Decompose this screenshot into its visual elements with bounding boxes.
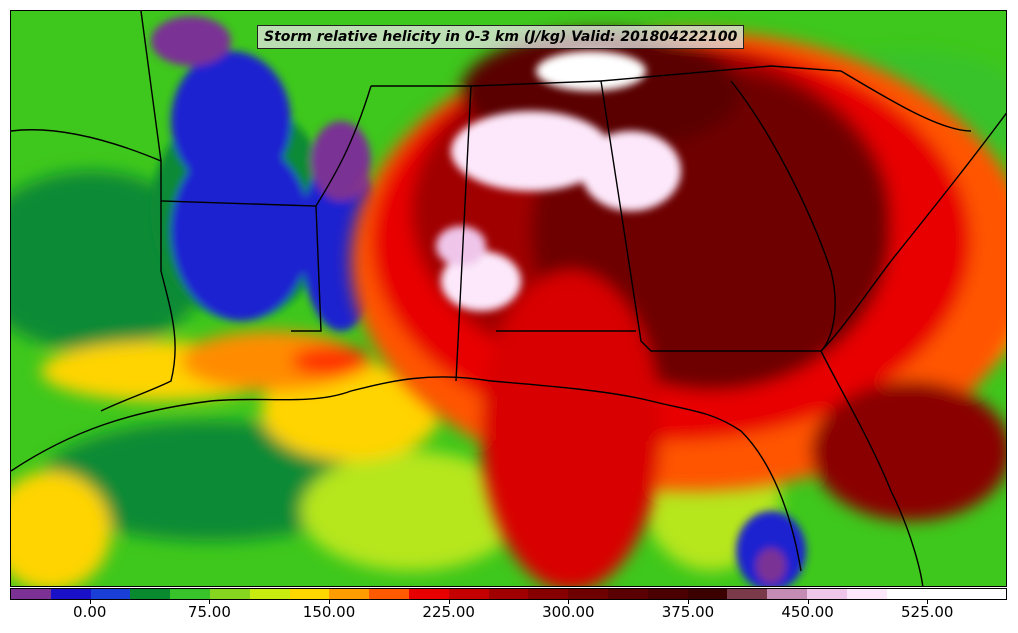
colorbar — [10, 588, 1007, 600]
colorbar-tick — [687, 600, 689, 604]
colorbar-segment — [11, 589, 51, 599]
colorbar-segment — [647, 589, 688, 599]
helicity-field-map — [11, 11, 1006, 586]
colorbar-tick-label: 375.00 — [661, 603, 715, 621]
colorbar-segment — [249, 589, 290, 599]
colorbar-segment — [448, 589, 489, 599]
colorbar-segment — [846, 589, 887, 599]
colorbar-segment — [408, 589, 449, 599]
colorbar-tick-label: 525.00 — [900, 603, 954, 621]
colorbar-tick-label: 150.00 — [302, 603, 356, 621]
colorbar-tick — [807, 600, 809, 604]
colorbar-segment — [130, 589, 171, 599]
colorbar-segment — [966, 589, 1006, 599]
colorbar-tick-label: 225.00 — [422, 603, 475, 621]
colorbar-segment — [90, 589, 131, 599]
colorbar-segment — [926, 589, 967, 599]
colorbar-segment — [209, 589, 250, 599]
colorbar-tick-label: 300.00 — [542, 603, 595, 621]
colorbar-tick — [329, 600, 331, 604]
colorbar-tick-label: 0.00 — [73, 603, 107, 621]
colorbar-tick — [568, 600, 570, 604]
colorbar-segment — [329, 589, 370, 599]
colorbar-segment — [170, 589, 210, 599]
colorbar-segment — [50, 589, 91, 599]
colorbar-segment — [568, 589, 608, 599]
colorbar-segment — [767, 589, 807, 599]
colorbar-tick — [448, 600, 450, 604]
colorbar-segment — [289, 589, 330, 599]
colorbar-segment — [528, 589, 569, 599]
colorbar-tick-label: 450.00 — [781, 603, 834, 621]
colorbar-segment — [727, 589, 768, 599]
map-title: Storm relative helicity in 0-3 km (J/kg)… — [257, 25, 745, 49]
colorbar-segment — [687, 589, 728, 599]
colorbar-segment — [488, 589, 529, 599]
colorbar-tick — [209, 600, 211, 604]
colorbar-tick — [89, 600, 91, 604]
colorbar-segment — [806, 589, 847, 599]
colorbar-tick — [927, 600, 929, 604]
colorbar-segment — [607, 589, 648, 599]
colorbar-segment — [886, 589, 927, 599]
colorbar-tick-label: 75.00 — [187, 603, 231, 621]
map-panel: Storm relative helicity in 0-3 km (J/kg)… — [10, 10, 1007, 587]
colorbar-segment — [369, 589, 409, 599]
